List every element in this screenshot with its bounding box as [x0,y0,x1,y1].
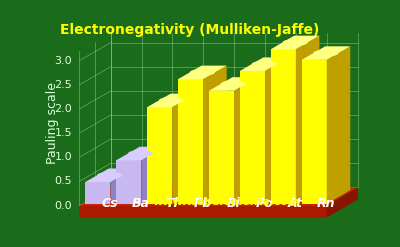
Text: Rn: Rn [317,197,335,209]
Polygon shape [79,187,358,206]
Polygon shape [209,91,234,204]
Text: 3.0: 3.0 [54,56,72,66]
Polygon shape [178,66,227,79]
Polygon shape [209,77,258,91]
Text: www.webelements.com: www.webelements.com [153,197,300,207]
Polygon shape [116,160,141,204]
Text: 2.0: 2.0 [54,104,72,114]
Polygon shape [302,60,327,204]
Polygon shape [178,79,203,204]
Text: Po: Po [255,197,273,209]
Polygon shape [85,168,134,182]
Text: 1.0: 1.0 [54,152,72,162]
Polygon shape [172,94,196,204]
Ellipse shape [97,172,122,179]
Text: 0.5: 0.5 [54,176,72,186]
Polygon shape [240,57,288,71]
Polygon shape [296,36,319,204]
Text: 0.0: 0.0 [54,201,72,211]
Text: 1.5: 1.5 [54,128,72,138]
Polygon shape [203,66,227,204]
Polygon shape [141,147,165,204]
Polygon shape [116,147,165,160]
Polygon shape [85,182,110,204]
Text: Tl: Tl [165,197,178,209]
Text: Cs: Cs [101,197,118,209]
Ellipse shape [128,150,153,157]
Polygon shape [326,187,358,218]
Text: At: At [288,197,302,209]
Ellipse shape [314,50,338,57]
Text: 2.5: 2.5 [54,80,72,90]
Polygon shape [234,77,258,204]
Polygon shape [265,57,288,204]
Polygon shape [110,168,134,204]
Text: Pauling scale: Pauling scale [46,82,59,165]
Ellipse shape [282,39,308,46]
Text: Ba: Ba [132,197,150,209]
Polygon shape [147,107,172,204]
Ellipse shape [252,61,277,68]
Ellipse shape [221,81,246,87]
Polygon shape [240,71,265,204]
Polygon shape [271,49,296,204]
Polygon shape [302,46,350,60]
Text: Electronegativity (Mulliken-Jaffe): Electronegativity (Mulliken-Jaffe) [60,22,319,37]
Polygon shape [147,94,196,107]
Ellipse shape [190,69,215,76]
Text: Pb: Pb [193,197,212,209]
Polygon shape [327,46,350,204]
Polygon shape [271,36,319,49]
Polygon shape [79,206,326,218]
Text: Bi: Bi [226,197,240,209]
Ellipse shape [159,97,184,104]
